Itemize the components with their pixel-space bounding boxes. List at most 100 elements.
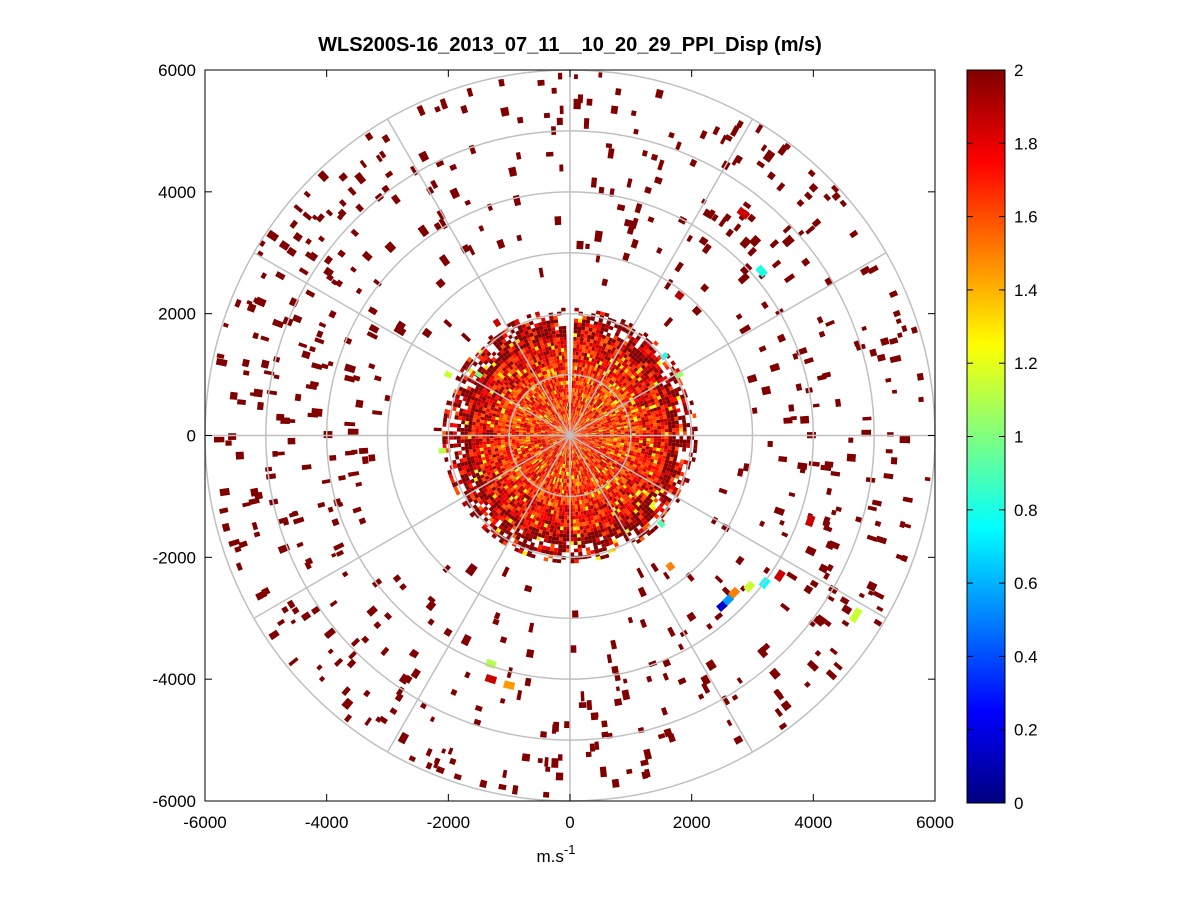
data-cell: [581, 352, 585, 357]
data-cell: [530, 476, 535, 481]
data-cell: [574, 504, 578, 509]
data-cell: [536, 391, 540, 396]
data-cell: [574, 441, 577, 445]
data-cell: [573, 395, 576, 400]
data-cell: [520, 402, 525, 407]
data-cell: [605, 428, 610, 431]
data-cell: [537, 430, 542, 433]
data-cell: [555, 432, 560, 434]
data-cell: [568, 442, 569, 447]
data-cell: [536, 411, 541, 416]
data-cell: [530, 396, 535, 400]
data-cell: [515, 440, 520, 444]
data-cell: [635, 437, 640, 441]
data-cell: [572, 413, 574, 418]
data-cell: [572, 351, 576, 356]
data-cell: [579, 429, 584, 431]
data-cell: [561, 351, 565, 356]
data-cell: [637, 383, 643, 389]
data-cell: [527, 424, 531, 428]
data-cell: [571, 475, 574, 480]
data-cell: [626, 400, 632, 405]
data-cell: [621, 474, 627, 479]
data-cell: [567, 472, 569, 476]
data-cell: [581, 393, 584, 398]
data-cell: [608, 379, 613, 384]
data-cell: [635, 410, 640, 414]
data-cell: [489, 457, 494, 462]
data-cell: [598, 429, 603, 432]
data-cell: [574, 453, 576, 457]
data-cell: [533, 430, 538, 433]
data-cell: [608, 500, 613, 506]
data-cell: [541, 431, 545, 433]
data-cell: [612, 382, 617, 387]
data-cell: [594, 483, 598, 489]
data-cell: [559, 438, 564, 440]
data-cell: [543, 467, 547, 471]
data-cell: [638, 442, 643, 446]
data-cell: [588, 436, 592, 438]
data-cell: [574, 362, 578, 367]
data-cell: [556, 417, 560, 422]
data-cell: [545, 464, 549, 468]
data-cell: [542, 443, 546, 446]
data-cell: [616, 445, 620, 448]
data-cell: [556, 355, 560, 360]
data-cell: [505, 448, 510, 452]
data-cell: [546, 389, 550, 394]
data-cell: [574, 421, 576, 426]
data-cell: [624, 427, 629, 430]
data-cell: [555, 393, 558, 398]
data-cell: [583, 390, 587, 395]
data-cell: [562, 399, 565, 404]
data-cell: [522, 414, 527, 418]
data-cell: [630, 480, 635, 485]
data-cell: [549, 458, 553, 463]
data-cell: [563, 478, 566, 483]
data-cell: [534, 425, 539, 428]
data-cell: [602, 403, 607, 408]
data-cell: [567, 402, 569, 407]
data-cell: [531, 445, 536, 448]
data-cell: [549, 353, 554, 358]
data-cell: [540, 470, 545, 474]
data-cell: [493, 408, 498, 412]
data-cell: [608, 398, 612, 403]
data-cell: [577, 381, 580, 386]
data-cell: [540, 436, 545, 438]
data-cell: [552, 456, 556, 460]
data-cell: [555, 444, 559, 448]
data-cell: [602, 491, 607, 496]
data-cell: [574, 406, 577, 411]
data-cell: [639, 411, 644, 416]
data-cell: [538, 403, 543, 408]
data-cell: [651, 414, 656, 418]
data-cell: [529, 369, 534, 374]
data-cell: [610, 396, 615, 401]
data-cell: [612, 377, 617, 383]
data-cell: [606, 392, 611, 397]
data-cell: [526, 432, 530, 435]
data-cell: [552, 411, 556, 415]
data-cell: [560, 424, 563, 428]
data-cell: [634, 444, 639, 448]
data-cell: [623, 446, 628, 450]
data-cell: [607, 419, 612, 422]
data-cell: [615, 457, 620, 462]
data-cell: [506, 396, 512, 401]
data-cell: [576, 452, 579, 457]
data-cell: [582, 521, 586, 526]
plot-area: -6000 -4000 -2000 0 2000 4000 6000 60004000200…: [153, 61, 954, 832]
data-cell: [613, 399, 618, 404]
data-cell: [559, 455, 562, 460]
data-cell: [533, 468, 537, 473]
data-cell: [555, 401, 558, 406]
data-cell: [564, 430, 568, 434]
data-cell: [553, 452, 557, 456]
data-cell: [560, 519, 565, 523]
data-cell: [568, 413, 570, 418]
data-cell: [633, 469, 638, 474]
data-cell: [537, 449, 541, 453]
data-cell: [574, 399, 577, 404]
